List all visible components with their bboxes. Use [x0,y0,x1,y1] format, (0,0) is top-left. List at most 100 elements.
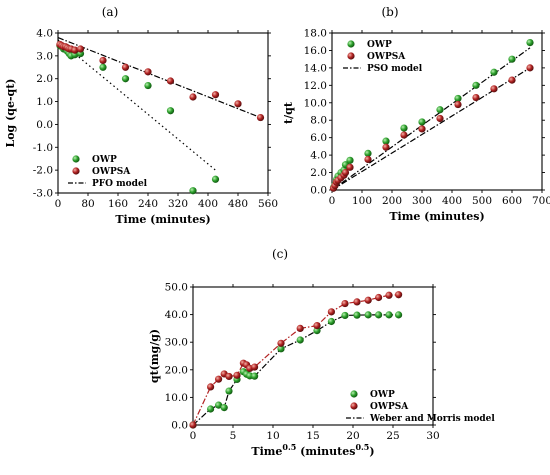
legend-label: Weber and Morris model [369,414,495,424]
x-tick-label: 5 [230,430,237,442]
data-point-owp [400,124,408,132]
data-point-owpsa [526,64,534,72]
legend-label: PFO model [92,179,148,189]
legend-entry: OWPSA [350,402,409,412]
legend-label: OWPSA [370,402,409,412]
legend-label: OWPSA [367,52,406,62]
data-point-owp [121,75,130,83]
data-point-owp [251,372,259,380]
y-tick-label: 40.0 [165,309,188,321]
x-tick-label: 400 [198,198,218,210]
data-point-owp [454,94,462,103]
x-tick-label: 0 [55,198,62,210]
legend-entry: OWP [347,40,392,50]
legend-entry: OWP [350,390,395,400]
data-point-owp [313,327,321,335]
legend-marker [350,390,358,398]
data-point-owp [144,81,152,90]
y-tick-label: 16.0 [304,45,327,57]
data-point-owpsa [436,114,444,123]
x-tick-label: 100 [352,195,372,207]
data-point-owpsa [341,168,350,177]
data-point-owp [364,311,372,319]
y-tick-label: 10.0 [304,97,327,109]
y-tick-label: -1.0 [33,142,53,154]
y-axis-label: t/qt [282,101,295,124]
data-point-owpsa [71,46,79,54]
data-point-owpsa [490,85,498,93]
legend-label: OWPSA [92,167,131,177]
y-tick-label: 4.0 [36,28,53,40]
data-point-owp [189,187,197,195]
data-point-owpsa [251,363,259,371]
legend-marker [347,52,355,60]
x-axis-label: Time0.5 (minutes0.5) [251,442,374,458]
x-tick-label: 0 [190,430,197,442]
data-point-owp [382,137,390,145]
data-point-owpsa [233,371,241,379]
data-point-owpsa [121,63,130,71]
legend-entry: PSO model [343,64,423,74]
data-point-owpsa [211,91,220,99]
data-point-owp [341,311,349,320]
x-axis-label: Time (minutes) [115,213,210,226]
data-point-owp [395,311,403,319]
data-point-owpsa [454,100,462,109]
panel-1: (a) 0 80 160 240 320 400 480 560 4.0 3.0 2.0 1.0 0.0 -… [4,5,278,226]
data-point-owp [364,149,372,157]
data-point-owp [207,405,215,413]
x-tick-label: 200 [382,195,402,207]
data-point-owpsa [313,322,321,330]
x-tick-label: 700 [532,195,550,207]
x-tick-label: 30 [426,430,439,442]
x-tick-label: 0 [329,195,336,207]
data-point-owpsa [166,77,175,85]
data-point-owp [490,68,498,76]
panel-label: (a) [102,5,119,19]
y-tick-label: 2.0 [36,73,53,85]
data-point-owpsa [225,372,233,381]
legend-marker [347,40,355,48]
data-point-owpsa [400,131,408,139]
data-point-owpsa [364,296,372,304]
data-point-owp [508,55,516,63]
data-point-owpsa [346,163,354,171]
plot-frame [57,32,269,194]
y-tick-label: 6.0 [310,132,327,144]
data-point-owp [215,401,223,409]
x-tick-label: 500 [472,195,492,207]
x-tick-label: 480 [228,198,248,210]
data-point-owp [353,311,361,319]
data-point-owp [166,107,175,115]
model-line [57,37,261,119]
x-tick-label: 560 [258,198,278,210]
x-tick-label: 20 [346,430,359,442]
legend-marker [72,167,80,175]
y-tick-label: 4.0 [310,150,327,162]
data-point-owpsa [508,76,516,84]
y-tick-label: 2.0 [310,167,327,179]
y-tick-label: 1.0 [36,96,53,108]
data-point-owp [385,311,393,319]
data-point-owpsa [382,143,390,151]
data-point-owp [211,175,220,183]
panel-label: (b) [381,5,398,19]
model-line [331,47,531,191]
data-point-owp [526,38,534,47]
x-tick-label: 10 [266,430,279,442]
data-point-owp [327,317,335,326]
y-axis-label: Log (qe-qt) [4,78,17,147]
model-line [57,39,216,171]
data-point-owpsa [418,125,426,133]
legend-entry: OWPSA [72,167,131,177]
y-tick-label: 8.0 [310,115,327,127]
y-tick-label: 10.0 [165,392,188,404]
legend-entry: PFO model [68,179,148,189]
y-tick-label: -2.0 [33,165,53,177]
legend-marker [350,402,358,410]
y-tick-label: 0.0 [171,420,188,432]
data-point-owpsa [277,339,285,347]
data-point-owp [277,345,285,353]
y-tick-label: 20.0 [165,364,188,376]
x-tick-label: 240 [138,198,158,210]
